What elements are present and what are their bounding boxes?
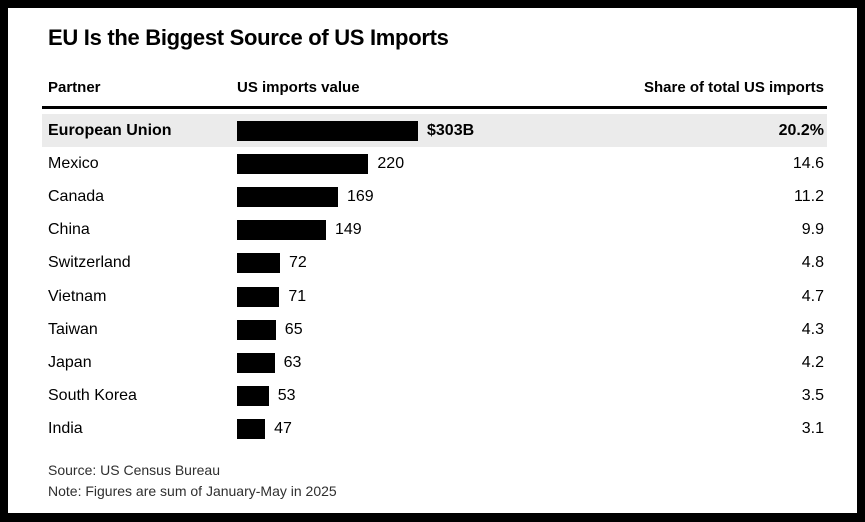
bar-cell: 149 <box>237 214 677 247</box>
bar-cell: $303B <box>237 114 677 147</box>
share-value: 20.2% <box>778 121 824 139</box>
table-row: Switzerland 72 4.8 <box>42 247 827 280</box>
value-label: 53 <box>277 387 296 405</box>
value-bar <box>237 286 280 307</box>
table-body: European Union $303B 20.2% Mexico 220 14… <box>42 114 827 446</box>
column-header-partner: Partner <box>48 79 101 96</box>
table-row: India 47 3.1 <box>42 413 827 446</box>
table-row: Japan 63 4.2 <box>42 346 827 379</box>
bar-cell: 47 <box>237 413 677 446</box>
share-value: 11.2 <box>794 187 824 205</box>
partner-label: Switzerland <box>48 254 131 272</box>
table-row: China 149 9.9 <box>42 214 827 247</box>
chart-footer: Source: US Census Bureau Note: Figures a… <box>48 460 337 502</box>
note-line: Note: Figures are sum of January-May in … <box>48 483 337 499</box>
bar-cell: 71 <box>237 280 677 313</box>
share-value: 9.9 <box>801 221 824 239</box>
table-row: European Union $303B 20.2% <box>42 114 827 148</box>
share-value: 14.6 <box>792 154 824 172</box>
partner-label: Vietnam <box>48 287 107 305</box>
chart-panel: EU Is the Biggest Source of US Imports P… <box>8 8 857 513</box>
value-label: $303B <box>427 121 475 139</box>
partner-label: South Korea <box>48 387 137 405</box>
value-bar <box>237 386 269 407</box>
table-row: South Korea 53 3.5 <box>42 380 827 413</box>
value-bar <box>237 419 266 440</box>
value-bar <box>237 153 369 174</box>
value-label: 65 <box>284 320 303 338</box>
share-value: 3.5 <box>801 387 824 405</box>
partner-label: Japan <box>48 353 92 371</box>
value-bar <box>237 253 280 274</box>
value-label: 169 <box>347 187 374 205</box>
value-bar <box>237 186 338 207</box>
share-value: 4.3 <box>801 320 824 338</box>
table-row: Mexico 220 14.6 <box>42 147 827 180</box>
bar-cell: 220 <box>237 147 677 180</box>
share-value: 4.7 <box>801 287 824 305</box>
partner-label: Mexico <box>48 154 99 172</box>
source-line: Source: US Census Bureau <box>48 462 220 478</box>
chart-title: EU Is the Biggest Source of US Imports <box>48 25 449 50</box>
value-bar <box>237 352 275 373</box>
value-label: 71 <box>288 287 307 305</box>
partner-label: Taiwan <box>48 320 98 338</box>
partner-label: Canada <box>48 187 105 205</box>
bar-cell: 63 <box>237 346 677 379</box>
bar-cell: 65 <box>237 313 677 346</box>
value-label: 47 <box>274 420 292 438</box>
value-label: 220 <box>377 154 405 172</box>
value-label: 72 <box>289 254 307 272</box>
value-bar <box>237 120 418 141</box>
column-header-imports-value: US imports value <box>237 79 360 96</box>
table-row: Vietnam 71 4.7 <box>42 280 827 313</box>
table-row: Canada 169 11.2 <box>42 180 827 213</box>
bar-cell: 169 <box>237 180 677 213</box>
share-value: 3.1 <box>801 420 824 438</box>
column-header-share: Share of total US imports <box>643 79 824 96</box>
value-label: 63 <box>283 353 302 371</box>
partner-label: India <box>48 420 83 438</box>
partner-label: European Union <box>48 121 172 139</box>
share-value: 4.2 <box>801 353 824 371</box>
bar-cell: 72 <box>237 247 677 280</box>
bar-cell: 53 <box>237 380 677 413</box>
partner-label: China <box>48 221 90 239</box>
value-bar <box>237 319 276 340</box>
value-bar <box>237 220 326 241</box>
share-value: 4.8 <box>801 254 824 272</box>
table-row: Taiwan 65 4.3 <box>42 313 827 346</box>
value-label: 149 <box>335 221 362 239</box>
table-header: Partner US imports value Share of total … <box>42 79 827 109</box>
